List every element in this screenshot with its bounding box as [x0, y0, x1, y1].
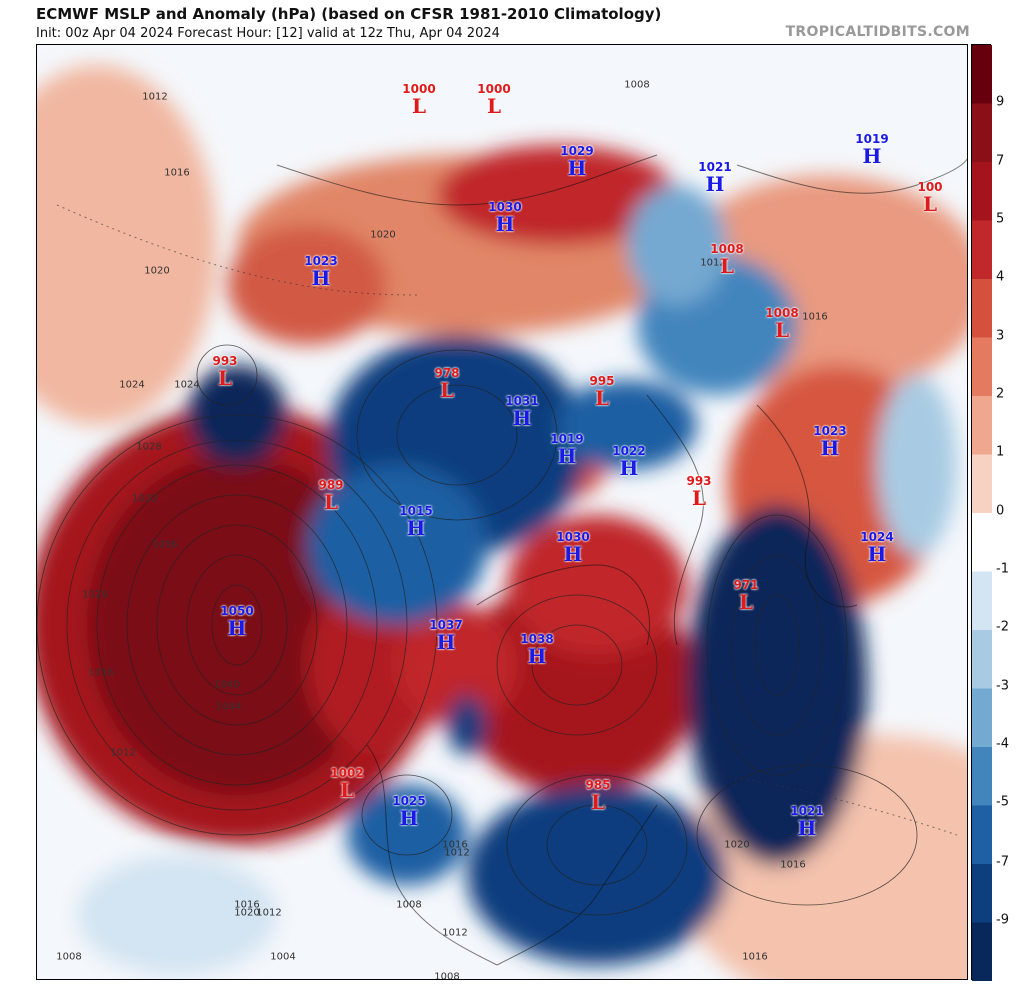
- colorbar-swatch: [972, 864, 992, 923]
- anomaly-blob: [507, 515, 687, 655]
- colorbar-labels: 9 7 5 4 3 2 1 0 -1 -2 -3 -4 -5 -7 -9: [996, 44, 1024, 980]
- coastline: [276, 154, 658, 206]
- isobar: [126, 494, 348, 756]
- page-title: ECMWF MSLP and Anomaly (hPa) (based on C…: [36, 5, 662, 23]
- latitude-line: [56, 204, 418, 296]
- coastline: [736, 158, 967, 194]
- isobar: [731, 554, 823, 736]
- colorbar-swatch: [972, 513, 992, 572]
- anomaly-blob: [37, 65, 217, 425]
- isobar: [396, 384, 518, 486]
- colorbar-tick-label: 7: [996, 153, 1005, 169]
- coastline: [646, 394, 704, 646]
- isobar: [361, 774, 453, 856]
- colorbar-swatch: [972, 630, 992, 689]
- isobar: [196, 344, 258, 406]
- coastline: [366, 744, 498, 966]
- anomaly-blob: [627, 185, 727, 305]
- anomaly-blob: [307, 465, 487, 625]
- anomaly-blob: [437, 145, 677, 245]
- anomaly-blob: [227, 225, 387, 345]
- coastline: [756, 404, 858, 608]
- isobar: [186, 554, 288, 696]
- coastline: [496, 804, 658, 966]
- colorbar-ramp: [972, 45, 992, 982]
- colorbar-swatch: [972, 922, 992, 982]
- isobar: [211, 584, 263, 666]
- colorbar-tick-label: 1: [996, 444, 1005, 460]
- colorbar-swatch: [972, 454, 992, 514]
- anomaly-blob: [347, 785, 467, 885]
- isobar: [546, 804, 648, 886]
- colorbar-swatch: [972, 571, 992, 631]
- brand-watermark: TROPICALTIDBITS.COM: [785, 24, 970, 40]
- mslp-anomaly-map: 1012 1016 1020 1024 1028 1032 1036 1040 1044 1020…: [36, 44, 968, 980]
- coastline: [476, 564, 651, 646]
- colorbar-swatch: [972, 747, 992, 806]
- isobar: [506, 774, 688, 916]
- colorbar-tick-label: 5: [996, 211, 1005, 227]
- isobar: [531, 624, 623, 706]
- colorbar-swatch: [972, 220, 992, 280]
- isobar: [496, 594, 658, 736]
- anomaly-blob: [467, 785, 727, 965]
- latitude-line: [716, 774, 958, 836]
- init-forecast-line: Init: 00z Apr 04 2024 Forecast Hour: [12…: [36, 26, 500, 41]
- colorbar-swatch: [972, 279, 992, 338]
- colorbar-tick-label: -3: [996, 678, 1009, 694]
- anomaly-blob: [447, 695, 487, 755]
- colorbar-swatch: [972, 396, 992, 455]
- colorbar-swatch: [972, 337, 992, 397]
- colorbar-swatch: [972, 805, 992, 865]
- colorbar-tick-label: 9: [996, 94, 1005, 110]
- isobar: [706, 514, 848, 776]
- isobar: [96, 464, 378, 786]
- anomaly-blob: [557, 380, 697, 470]
- colorbar-tick-label: -2: [996, 619, 1009, 635]
- anomaly-blob: [77, 855, 277, 975]
- anomaly-blob: [877, 375, 957, 555]
- colorbar: [971, 44, 992, 982]
- colorbar-tick-label: 3: [996, 328, 1005, 344]
- isobar: [754, 594, 800, 696]
- colorbar-swatch: [972, 103, 992, 163]
- colorbar-tick-label: -1: [996, 561, 1009, 577]
- colorbar-swatch: [972, 688, 992, 748]
- isobar: [156, 524, 318, 726]
- isobar: [356, 349, 558, 521]
- colorbar-tick-label: -7: [996, 854, 1009, 870]
- colorbar-tick-label: -4: [996, 736, 1009, 752]
- colorbar-tick-label: 0: [996, 503, 1005, 519]
- anomaly-blob: [687, 505, 867, 865]
- isobar: [37, 414, 438, 836]
- colorbar-swatch: [972, 45, 992, 104]
- isobar: [66, 439, 408, 811]
- colorbar-tick-label: 2: [996, 386, 1005, 402]
- isobar: [696, 764, 918, 906]
- colorbar-swatch: [972, 162, 992, 221]
- colorbar-tick-label: -5: [996, 794, 1009, 810]
- anomaly-blob: [397, 605, 517, 725]
- anomaly-field: [37, 65, 967, 979]
- colorbar-tick-label: -9: [996, 912, 1009, 928]
- colorbar-tick-label: 4: [996, 269, 1005, 285]
